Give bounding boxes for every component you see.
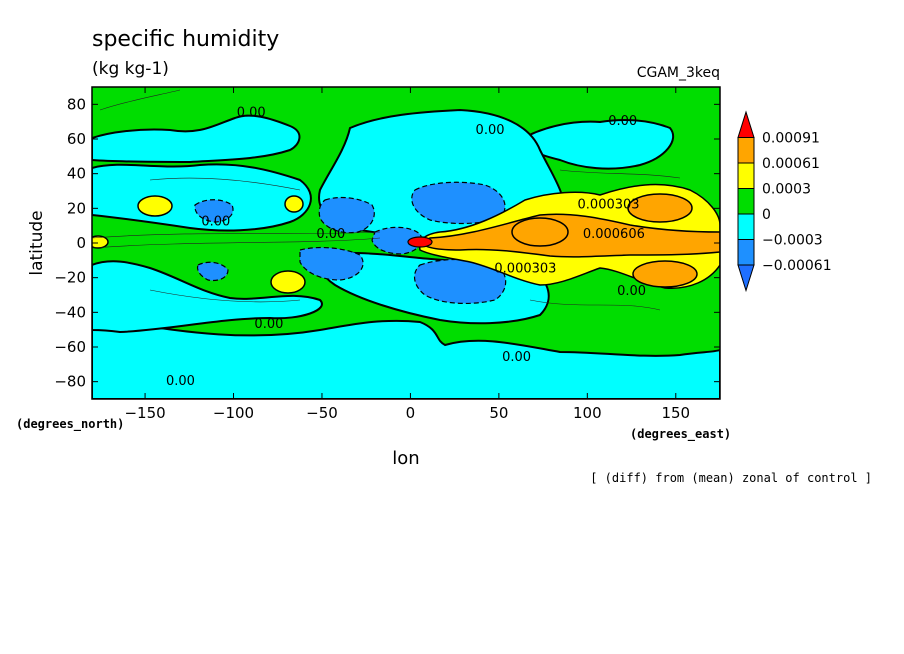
- y-axis-label: latitude: [27, 210, 47, 275]
- region-south-west: [92, 260, 323, 334]
- blue-core-nw: [318, 196, 375, 234]
- contour-label: 0.00: [316, 227, 345, 242]
- colorbar-swatch: [737, 162, 755, 189]
- orange-blob-se: [632, 260, 698, 288]
- colorbar-swatch: [737, 213, 755, 240]
- x-axis-label: lon: [392, 448, 419, 469]
- colorbar-level-label: 0.00061: [762, 156, 820, 172]
- region-south-polar: [92, 316, 720, 399]
- x-tick-label: 50: [489, 404, 508, 422]
- blue-core-w2: [196, 261, 229, 282]
- max-positive-regions: [407, 236, 433, 248]
- x-tick-label: −100: [213, 404, 254, 422]
- x-axis: −150 −100 −50 0 50 100 150: [124, 87, 690, 422]
- contour-lines: [92, 89, 681, 311]
- blue-core-se: [414, 258, 507, 304]
- contour-label: 0.00: [237, 105, 266, 120]
- yellow-blob-w4: [92, 235, 109, 249]
- y-tick-label: 80: [67, 95, 86, 113]
- contour-label: 0.000303: [494, 261, 556, 276]
- colorbar-level-label: −0.0003: [762, 233, 823, 249]
- colorbar-swatch: [737, 239, 755, 266]
- chart-title: specific humidity: [92, 27, 279, 52]
- orange-blob-ne: [627, 193, 693, 223]
- x-tick-label: −150: [124, 404, 165, 422]
- colorbar-level-label: 0: [762, 207, 771, 223]
- contour-labels: 0.00 0.00 0.00 0.000303 0.000606 0.000303 0.00…: [166, 105, 646, 389]
- units-label: (kg kg-1): [92, 59, 169, 79]
- x-tick-label: 100: [573, 404, 602, 422]
- yellow-blob-w2: [270, 270, 306, 294]
- contour-label: 0.00: [502, 350, 531, 365]
- blue-core-sw: [299, 246, 364, 281]
- footnote: [ (diff) from (mean) zonal of control ]: [590, 471, 872, 485]
- colorbar-swatch: [737, 188, 755, 215]
- colorbar: 0.00091 0.00061 0.0003 0 −0.0003 −0.00061: [737, 110, 832, 293]
- x-units-label: (degrees_east): [630, 427, 731, 442]
- y-tick-label: 0: [76, 234, 86, 252]
- y-units-label: (degrees_north): [16, 417, 124, 432]
- y-axis: −80 −60 −40 −20 0 20 40 60 80: [54, 95, 720, 391]
- orange-band: [420, 213, 720, 258]
- high-positive-regions: [420, 193, 720, 288]
- yellow-blob-w3: [284, 195, 304, 213]
- contour-label: 0.000606: [583, 227, 645, 242]
- region-arctic-east: [518, 119, 675, 170]
- y-tick-label: 60: [67, 130, 86, 148]
- red-core: [407, 236, 433, 248]
- y-tick-label: −20: [54, 269, 86, 287]
- contour-label: 0.00: [166, 374, 195, 389]
- x-tick-label: 150: [661, 404, 690, 422]
- contour-label: 0.00: [617, 284, 646, 299]
- contour-label: 0.00: [608, 114, 637, 129]
- x-tick-label: 0: [406, 404, 416, 422]
- contour-field: [92, 87, 720, 399]
- contour-label: 0.00: [254, 317, 283, 332]
- colorbar-level-label: 0.00091: [762, 131, 820, 147]
- blue-core-equator: [371, 226, 423, 255]
- colorbar-level-label: 0.0003: [762, 182, 811, 198]
- colorbar-cap-bottom: [737, 264, 755, 293]
- contour-label: 0.000303: [578, 197, 640, 212]
- colorbar-swatch: [737, 137, 755, 164]
- contour-label: 0.00: [201, 215, 230, 230]
- blue-core-w1: [194, 199, 234, 223]
- colorbar-level-label: −0.00061: [762, 258, 832, 274]
- contour-label: 0.00: [476, 123, 505, 138]
- strong-negative-regions: [194, 181, 507, 304]
- experiment-label: CGAM_3keq: [637, 65, 720, 81]
- region-north-polar: [92, 114, 301, 164]
- negative-regions: [92, 108, 720, 399]
- y-tick-label: 40: [67, 165, 86, 183]
- x-tick-label: −50: [306, 404, 338, 422]
- y-tick-label: −80: [54, 373, 86, 391]
- colorbar-cap-top: [737, 110, 755, 138]
- orange-blob-center: [511, 217, 569, 247]
- y-tick-label: 20: [67, 199, 86, 217]
- y-tick-label: −40: [54, 303, 86, 321]
- yellow-blob-w1: [137, 195, 173, 217]
- y-tick-label: −60: [54, 338, 86, 356]
